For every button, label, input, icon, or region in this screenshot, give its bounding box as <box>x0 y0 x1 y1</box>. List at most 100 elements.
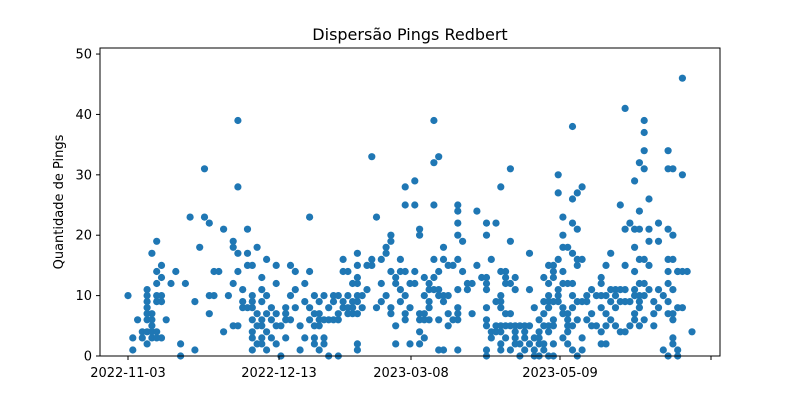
scatter-point <box>602 292 610 300</box>
scatter-point <box>353 340 361 348</box>
scatter-point <box>320 292 328 300</box>
scatter-point <box>353 298 361 306</box>
scatter-point <box>578 334 586 342</box>
scatter-point <box>186 213 194 221</box>
scatter-point <box>664 147 672 155</box>
scatter-point <box>310 292 318 300</box>
scatter-point <box>263 255 271 263</box>
scatter-point <box>559 267 567 276</box>
scatter-point <box>645 237 653 245</box>
scatter-point <box>602 261 610 269</box>
scatter-point <box>282 310 290 318</box>
scatter-point <box>645 195 653 203</box>
scatter-point <box>430 116 438 125</box>
scatter-point <box>172 267 180 276</box>
scatter-point <box>291 286 299 294</box>
scatter-point <box>607 249 615 257</box>
scatter-point <box>583 292 591 300</box>
scatter-point <box>645 286 653 294</box>
scatter-point <box>248 261 256 269</box>
scatter-point <box>310 334 318 342</box>
scatter-point <box>435 267 443 276</box>
scatter-point <box>645 225 653 233</box>
scatter-point <box>425 298 433 306</box>
scatter-point <box>554 292 562 300</box>
scatter-point <box>454 316 462 324</box>
scatter-point <box>153 267 161 276</box>
scatter-point <box>568 304 577 312</box>
scatter-point <box>444 292 452 300</box>
scatter-point <box>439 346 448 354</box>
scatter-point <box>153 328 161 336</box>
scatter-point <box>678 304 687 312</box>
scatter-point <box>564 316 572 324</box>
scatter-point <box>640 279 648 288</box>
scatter-point <box>611 304 620 312</box>
scatter-point <box>674 346 682 354</box>
scatter-point <box>540 340 548 348</box>
scatter-point <box>631 316 639 324</box>
scatter-point <box>258 322 266 330</box>
scatter-point <box>339 255 347 263</box>
scatter-point <box>650 298 658 306</box>
scatter-point <box>554 189 562 197</box>
scatter-point <box>387 237 395 245</box>
scatter-point <box>272 261 280 269</box>
scatter-point <box>631 243 639 251</box>
scatter-point <box>387 231 395 239</box>
scatter-point <box>148 316 156 324</box>
scatter-point <box>521 346 529 354</box>
scatter-point <box>482 219 491 227</box>
scatter-point <box>200 213 209 221</box>
scatter-point <box>272 310 280 318</box>
scatter-point <box>607 316 615 324</box>
scatter-point <box>602 322 610 330</box>
scatter-point <box>530 346 538 354</box>
scatter-point <box>143 304 151 312</box>
scatter-point <box>401 183 409 191</box>
scatter-point <box>497 292 505 300</box>
scatter-point <box>435 153 443 161</box>
scatter-point <box>416 340 424 348</box>
scatter-point <box>258 316 266 324</box>
scatter-point <box>143 340 151 348</box>
scatter-point <box>372 213 381 221</box>
scatter-point <box>339 298 347 306</box>
scatter-point <box>631 177 639 185</box>
scatter-point <box>329 298 338 306</box>
y-tick-label: 40 <box>75 108 92 123</box>
scatter-point <box>425 316 433 324</box>
scatter-point <box>248 292 256 300</box>
scatter-point <box>454 207 462 215</box>
scatter-point <box>454 219 462 227</box>
scatter-point <box>607 298 615 306</box>
scatter-point <box>420 273 428 282</box>
scatter-point <box>664 298 672 306</box>
scatter-point <box>148 322 156 330</box>
scatter-point <box>411 279 419 288</box>
scatter-point <box>387 267 395 276</box>
scatter-point <box>153 279 161 288</box>
scatter-point <box>301 279 309 288</box>
scatter-point <box>578 346 586 354</box>
scatter-point <box>497 304 505 312</box>
scatter-point <box>157 261 166 269</box>
scatter-point <box>583 298 591 306</box>
scatter-point <box>640 116 648 125</box>
scatter-point <box>416 231 424 239</box>
scatter-point <box>167 279 175 288</box>
scatter-point <box>626 298 634 306</box>
scatter-point <box>468 310 476 318</box>
scatter-point <box>568 322 577 330</box>
scatter-point <box>525 286 534 294</box>
scatter-point <box>315 298 323 306</box>
scatter-point <box>401 316 409 324</box>
scatter-point <box>320 340 328 348</box>
scatter-point <box>654 237 663 245</box>
scatter-point <box>573 316 581 324</box>
scatter-point <box>334 310 342 318</box>
scatter-point <box>468 279 476 288</box>
scatter-point <box>482 273 491 282</box>
scatter-point <box>568 346 577 354</box>
scatter-point <box>650 322 658 330</box>
